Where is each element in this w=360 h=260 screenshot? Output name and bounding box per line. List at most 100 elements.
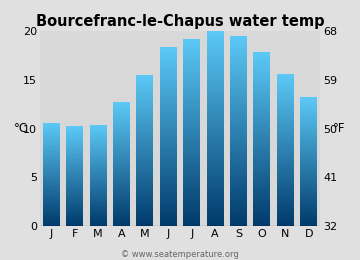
Bar <box>160 130 177 133</box>
Bar <box>183 135 200 137</box>
Bar <box>253 133 270 135</box>
Bar <box>230 102 247 105</box>
Bar <box>66 135 83 137</box>
Bar <box>160 148 177 150</box>
Bar <box>277 169 294 171</box>
Bar <box>136 77 153 79</box>
Bar <box>277 83 294 86</box>
Bar <box>207 124 224 126</box>
Bar <box>66 172 83 174</box>
Bar <box>66 143 83 144</box>
Bar <box>230 128 247 131</box>
Bar <box>207 180 224 182</box>
Bar <box>300 187 317 189</box>
Bar <box>230 95 247 98</box>
Bar <box>207 48 224 51</box>
Bar <box>43 198 60 199</box>
Bar <box>160 134 177 137</box>
Bar <box>230 41 247 43</box>
Bar <box>300 104 317 106</box>
Bar <box>300 219 317 221</box>
Bar <box>230 50 247 53</box>
Bar <box>160 143 177 146</box>
Bar <box>277 133 294 135</box>
Bar <box>230 53 247 55</box>
Bar <box>207 148 224 151</box>
Bar <box>90 168 107 169</box>
Bar <box>113 210 130 212</box>
Bar <box>230 57 247 60</box>
Bar <box>230 169 247 172</box>
Bar <box>230 202 247 205</box>
Bar <box>230 197 247 200</box>
Bar <box>113 116 130 118</box>
Bar <box>113 105 130 107</box>
Bar <box>43 205 60 207</box>
Bar <box>43 217 60 218</box>
Bar <box>183 53 200 55</box>
Bar <box>136 171 153 173</box>
Bar <box>183 125 200 128</box>
Bar <box>136 88 153 90</box>
Bar <box>183 114 200 116</box>
Bar <box>230 147 247 150</box>
Bar <box>66 131 83 133</box>
Bar <box>300 211 317 213</box>
Bar <box>230 190 247 193</box>
Bar <box>160 132 177 135</box>
Bar <box>183 50 200 53</box>
Bar <box>160 146 177 148</box>
Bar <box>136 98 153 100</box>
Bar <box>300 141 317 142</box>
Bar <box>253 65 270 68</box>
Bar <box>277 121 294 123</box>
Bar <box>113 113 130 115</box>
Bar <box>253 74 270 76</box>
Bar <box>160 219 177 222</box>
Bar <box>207 46 224 48</box>
Bar <box>300 170 317 172</box>
Bar <box>253 70 270 72</box>
Bar <box>277 150 294 152</box>
Bar <box>253 113 270 115</box>
Bar <box>160 74 177 77</box>
Bar <box>207 82 224 85</box>
Bar <box>277 182 294 184</box>
Bar <box>66 188 83 190</box>
Bar <box>113 147 130 149</box>
Bar <box>253 94 270 96</box>
Bar <box>183 137 200 140</box>
Bar <box>66 213 83 215</box>
Bar <box>136 169 153 171</box>
Bar <box>136 162 153 164</box>
Bar <box>230 98 247 100</box>
Bar <box>277 138 294 141</box>
Bar <box>253 55 270 57</box>
Bar <box>300 202 317 204</box>
Bar <box>253 109 270 111</box>
Bar <box>113 161 130 163</box>
Bar <box>277 142 294 145</box>
Bar <box>277 108 294 110</box>
Bar <box>90 135 107 136</box>
Bar <box>66 151 83 153</box>
Bar <box>277 222 294 224</box>
Bar <box>230 155 247 157</box>
Bar <box>183 109 200 112</box>
Bar <box>253 115 270 118</box>
Bar <box>113 192 130 194</box>
Bar <box>43 190 60 191</box>
Bar <box>230 143 247 145</box>
Bar <box>43 191 60 193</box>
Bar <box>66 139 83 140</box>
Bar <box>300 200 317 202</box>
Bar <box>183 177 200 179</box>
Bar <box>277 186 294 188</box>
Bar <box>66 215 83 216</box>
Bar <box>207 58 224 60</box>
Bar <box>160 90 177 92</box>
Bar <box>66 175 83 177</box>
Bar <box>90 197 107 198</box>
Bar <box>300 207 317 209</box>
Bar <box>90 187 107 188</box>
